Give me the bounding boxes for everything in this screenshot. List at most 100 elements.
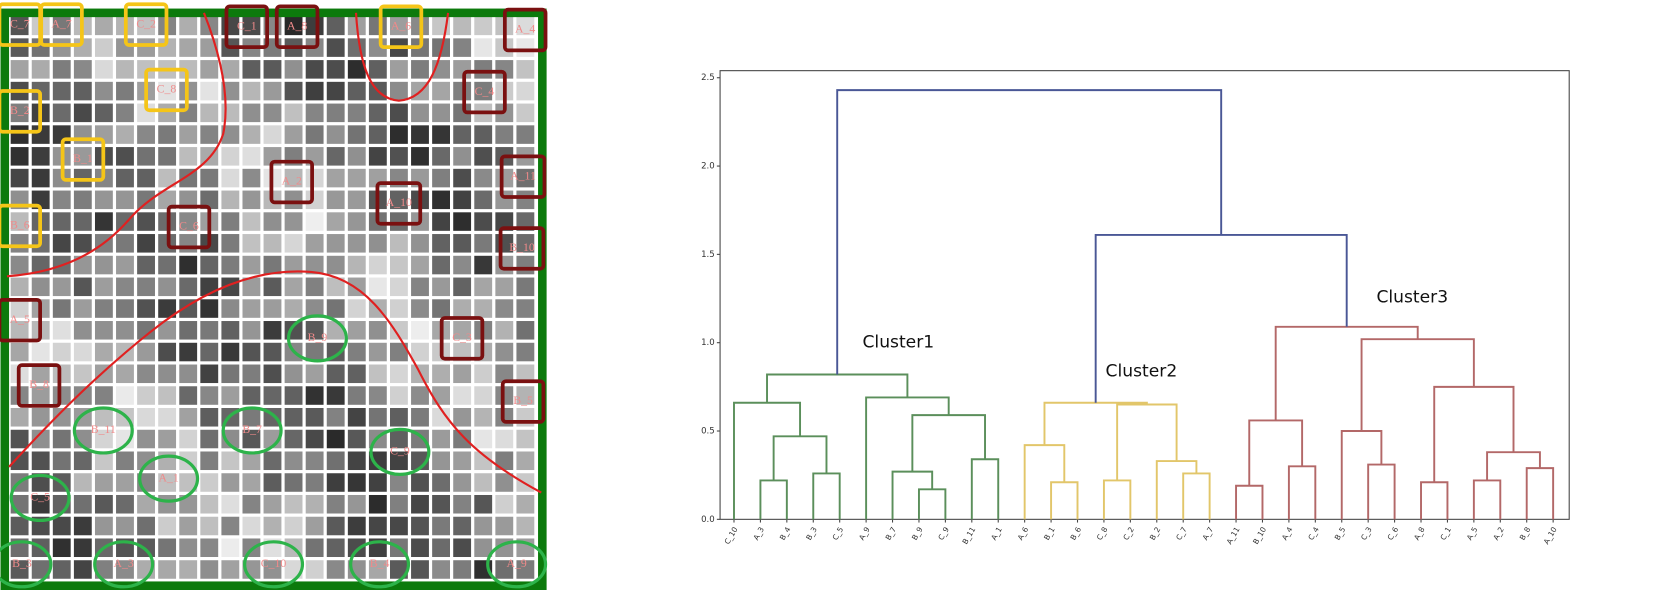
- som-cell: [242, 147, 261, 166]
- link: [733, 401, 802, 520]
- som-cell: [432, 473, 451, 492]
- som-cell: [284, 190, 303, 210]
- som-label: C_1: [224, 4, 270, 49]
- som-cell: [347, 147, 366, 166]
- label-ellipse: [349, 540, 411, 589]
- som-cell: [389, 277, 408, 297]
- link: [891, 470, 934, 520]
- som-cell: [137, 494, 155, 514]
- y-tick-label: 1.0: [701, 338, 715, 348]
- som-cell: [474, 125, 493, 144]
- som-cell: [305, 494, 324, 514]
- label-ellipse: [486, 540, 548, 589]
- som-cell: [179, 212, 198, 231]
- som-cell: [453, 538, 472, 558]
- leaf-label: C_7: [1174, 525, 1189, 542]
- som-cell: [94, 190, 113, 210]
- som-cell: [305, 255, 324, 275]
- som-cell: [368, 255, 387, 275]
- som-cell: [221, 560, 240, 579]
- som-cell: [52, 538, 71, 558]
- leaf-label: C_2: [1121, 525, 1136, 542]
- som-cell: [52, 451, 71, 471]
- som-cell: [242, 125, 261, 144]
- som-cell: [94, 473, 113, 492]
- som-cell: [52, 429, 71, 449]
- label-box: [60, 137, 106, 182]
- label-box: [144, 67, 189, 113]
- som-cell: [284, 234, 303, 253]
- som-cell: [305, 299, 324, 318]
- som-cell: [516, 342, 535, 362]
- y-tick-label: 2.5: [701, 73, 715, 83]
- som-cell: [411, 560, 429, 579]
- label-text: A_10: [386, 196, 412, 209]
- som-cell: [284, 212, 303, 231]
- som-cell: [200, 81, 219, 101]
- som-cell: [179, 516, 198, 536]
- plot-frame: [719, 70, 1570, 520]
- som-cell: [516, 516, 535, 536]
- leaf-label: B_11: [960, 525, 977, 546]
- som-cell: [116, 212, 134, 231]
- som-cell: [411, 103, 429, 123]
- som-cell: [411, 299, 429, 318]
- som-cell: [94, 516, 113, 536]
- som-cell: [137, 125, 155, 144]
- som-cell: [31, 364, 50, 384]
- som-cell: [326, 538, 345, 558]
- som-cell: [495, 125, 514, 144]
- som-cell: [389, 190, 408, 210]
- som-cell: [242, 255, 261, 275]
- som-cell: [326, 147, 345, 166]
- som-cell: [284, 81, 303, 101]
- label-text: C_8: [157, 83, 177, 96]
- som-cell: [221, 125, 240, 144]
- som-cell: [284, 516, 303, 536]
- som-cell: [221, 299, 240, 318]
- som-cell: [516, 321, 535, 340]
- som-cell: [495, 255, 514, 275]
- som-cell: [73, 473, 92, 492]
- y-tick-label: 0.0: [701, 515, 715, 525]
- link: [1043, 401, 1148, 446]
- som-cell: [94, 429, 113, 449]
- som-label: B_9: [286, 314, 348, 363]
- som-cell: [368, 560, 387, 579]
- som-cell: [326, 125, 345, 144]
- som-cell: [137, 103, 155, 123]
- som-cell: [263, 103, 282, 123]
- som-cell: [474, 408, 493, 427]
- som-cell: [221, 190, 240, 210]
- som-cell: [411, 60, 429, 79]
- som-cell: [221, 451, 240, 471]
- som-cell: [116, 429, 134, 449]
- som-label: B_3: [0, 540, 53, 589]
- som-cell: [347, 38, 366, 57]
- som-cell: [242, 190, 261, 210]
- som-cell: [137, 538, 155, 558]
- label-text: B_7: [242, 423, 262, 436]
- som-cell: [221, 60, 240, 79]
- som-cell: [116, 125, 134, 144]
- label-text: C_1: [237, 19, 257, 32]
- som-cell: [221, 168, 240, 188]
- link: [1235, 484, 1264, 520]
- som-cell: [326, 386, 345, 405]
- leaf-label: C_3: [1359, 525, 1374, 542]
- som-cell: [221, 429, 240, 449]
- som-cell: [73, 190, 92, 210]
- som-label: C_3: [439, 316, 485, 361]
- label-ellipse: [243, 540, 305, 589]
- som-cell: [474, 494, 493, 514]
- leaf-label: A_9: [857, 525, 872, 542]
- som-cell: [52, 364, 71, 384]
- label-text: A_8: [287, 19, 307, 32]
- som-cell: [242, 60, 261, 79]
- som-cell: [432, 364, 451, 384]
- som-cell: [94, 494, 113, 514]
- som-cell: [347, 81, 366, 101]
- som-cell: [10, 16, 29, 36]
- link: [1116, 403, 1178, 481]
- som-cell: [432, 255, 451, 275]
